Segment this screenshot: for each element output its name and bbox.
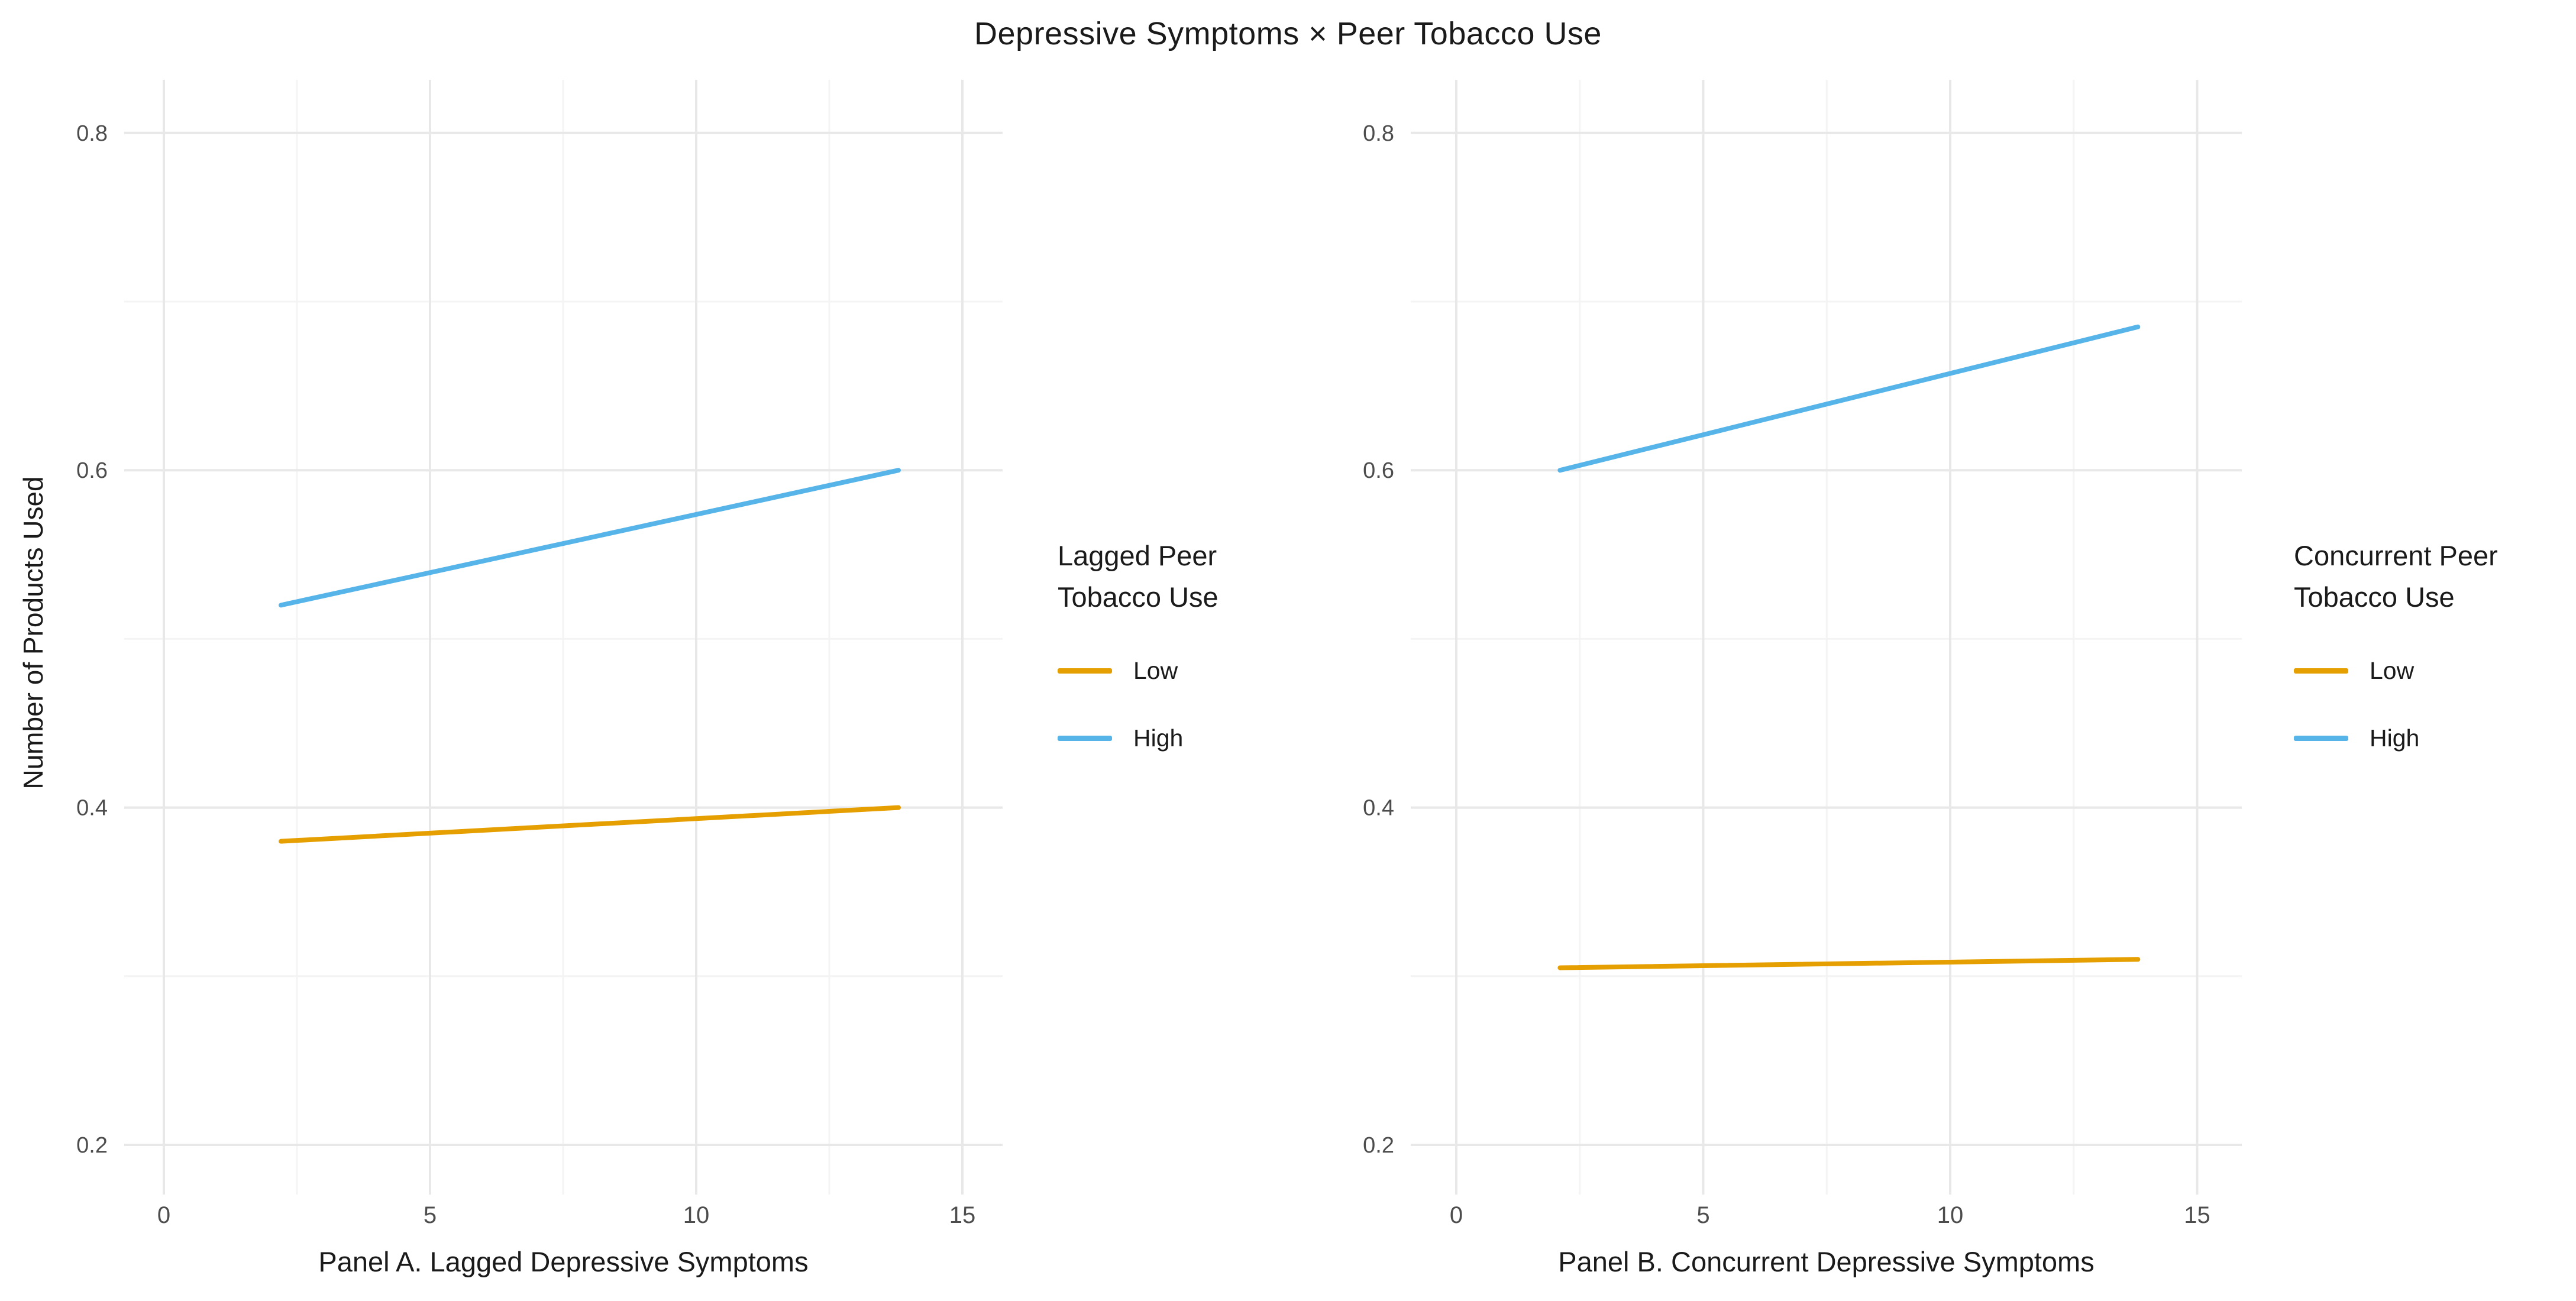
legend-label-high: High xyxy=(2370,724,2420,752)
x-tick-label: 15 xyxy=(949,1202,976,1228)
legend-title: Concurrent Peer Tobacco Use xyxy=(2294,535,2572,618)
legend-title-line: Tobacco Use xyxy=(1058,581,1218,613)
panel-caption: Panel B. Concurrent Depressive Symptoms xyxy=(1558,1246,2094,1277)
x-tick-label: 10 xyxy=(1937,1202,1964,1228)
panel-caption: Panel A. Lagged Depressive Symptoms xyxy=(318,1246,808,1277)
series-line-low xyxy=(1557,957,2141,970)
chart-title: Depressive Symptoms × Peer Tobacco Use xyxy=(974,16,1602,51)
legend-panel-b: Concurrent Peer Tobacco Use Low High xyxy=(2294,535,2572,755)
series-line-high xyxy=(1557,324,2141,473)
y-tick-label: 0.4 xyxy=(1363,796,1394,821)
legend-title-line: Tobacco Use xyxy=(2294,581,2455,613)
legend-item-low: Low xyxy=(2294,653,2572,688)
legend-item-low: Low xyxy=(1058,653,1336,688)
y-tick-label: 0.8 xyxy=(76,121,108,146)
legend-title-line: Concurrent Peer xyxy=(2294,540,2498,571)
x-tick-label: 5 xyxy=(424,1202,437,1228)
legend-item-high: High xyxy=(2294,721,2572,755)
series-line-low xyxy=(279,805,901,844)
x-tick-label: 0 xyxy=(1450,1202,1463,1228)
legend-title: Lagged Peer Tobacco Use xyxy=(1058,535,1336,618)
x-tick-label: 5 xyxy=(1696,1202,1709,1228)
legend-key-line-low xyxy=(1058,668,1112,674)
legend-label-high: High xyxy=(1133,724,1184,752)
legend-key-line-high xyxy=(1058,735,1112,741)
x-tick-label: 15 xyxy=(2184,1202,2210,1228)
legend-key-line-low xyxy=(2294,668,2348,674)
legend-panel-a: Lagged Peer Tobacco Use Low High xyxy=(1058,535,1336,755)
x-tick-label: 0 xyxy=(157,1202,170,1228)
y-tick-label: 0.4 xyxy=(76,796,108,821)
y-tick-label: 0.2 xyxy=(76,1133,108,1158)
legend-label-low: Low xyxy=(1133,656,1178,684)
legend-item-high: High xyxy=(1058,721,1336,755)
legend-key-line-high xyxy=(2294,735,2348,741)
y-tick-label: 0.6 xyxy=(76,458,108,483)
series-line-high xyxy=(279,468,901,608)
y-tick-label: 0.8 xyxy=(1363,121,1394,146)
legend-title-line: Lagged Peer xyxy=(1058,540,1217,571)
legend-label-low: Low xyxy=(2370,656,2415,684)
x-tick-label: 10 xyxy=(683,1202,710,1228)
y-tick-label: 0.6 xyxy=(1363,458,1394,483)
y-tick-label: 0.2 xyxy=(1363,1133,1394,1158)
